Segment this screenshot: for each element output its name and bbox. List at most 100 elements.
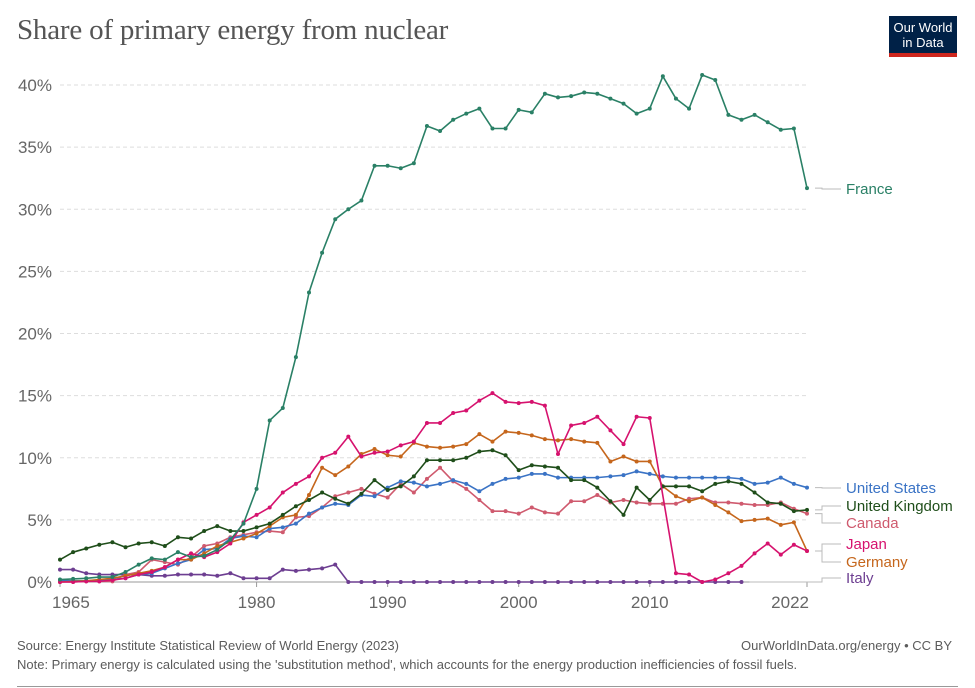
series-italy[interactable] (58, 562, 744, 584)
point-united-kingdom (529, 463, 534, 468)
point-canada (516, 511, 521, 516)
series-label-france[interactable]: France (846, 181, 893, 198)
y-tick-label: 15% (18, 387, 52, 406)
point-italy (58, 567, 62, 572)
point-italy (595, 580, 600, 584)
point-canada (569, 499, 574, 504)
point-italy (162, 573, 167, 578)
series-label-united-kingdom[interactable]: United Kingdom (846, 498, 953, 515)
point-united-kingdom (634, 485, 639, 490)
point-canada (346, 490, 351, 495)
point-united-kingdom (398, 484, 403, 489)
bottom-divider (17, 686, 958, 687)
label-connector (815, 513, 841, 524)
point-united-states (556, 475, 560, 480)
point-germany (778, 522, 783, 527)
point-united-kingdom (647, 497, 652, 502)
y-tick-label: 25% (18, 262, 52, 281)
point-france (765, 120, 770, 125)
point-united-kingdom (385, 488, 390, 493)
point-united-states (254, 535, 259, 540)
point-italy (385, 580, 390, 584)
point-canada (359, 486, 364, 491)
point-italy (503, 580, 508, 584)
point-united-kingdom (516, 468, 521, 473)
point-united-kingdom (477, 449, 482, 454)
series-label-united-states[interactable]: United States (846, 480, 936, 497)
point-united-kingdom (346, 501, 351, 506)
point-united-states (700, 475, 705, 480)
point-united-states (503, 476, 508, 481)
series-france[interactable] (58, 73, 809, 582)
point-italy (346, 580, 351, 584)
x-tick-label: 2000 (500, 593, 538, 612)
point-united-kingdom (293, 504, 298, 509)
point-japan (424, 420, 429, 425)
series-label-italy[interactable]: Italy (846, 570, 874, 587)
point-france (424, 124, 429, 129)
point-united-states (765, 480, 770, 485)
point-france (215, 547, 220, 552)
point-united-kingdom (189, 536, 194, 541)
point-france (438, 128, 443, 133)
series-united-kingdom[interactable] (58, 448, 809, 562)
point-canada (464, 486, 469, 491)
point-united-kingdom (228, 529, 233, 534)
point-germany (254, 531, 259, 536)
point-germany (752, 517, 757, 522)
series-united-states[interactable] (58, 469, 809, 583)
series-label-canada[interactable]: Canada (846, 515, 899, 532)
point-united-kingdom (123, 545, 128, 550)
credit-link[interactable]: OurWorldInData.org/energy • CC BY (741, 638, 952, 653)
point-united-kingdom (542, 464, 547, 469)
point-united-states (726, 475, 731, 480)
logo-line-2: in Data (902, 35, 944, 50)
y-tick-label: 35% (18, 138, 52, 157)
point-japan (621, 442, 626, 447)
point-united-kingdom (791, 509, 796, 514)
line-france (59, 74, 808, 581)
point-united-kingdom (805, 507, 809, 512)
series-label-japan[interactable]: Japan (846, 536, 887, 553)
line-united-states (60, 470, 808, 582)
point-italy (333, 562, 338, 567)
point-germany (215, 543, 220, 548)
point-japan (175, 557, 180, 562)
point-united-kingdom (110, 540, 115, 545)
series-japan[interactable] (58, 391, 809, 584)
point-canada (595, 493, 600, 498)
point-germany (241, 536, 246, 541)
point-japan (110, 578, 115, 583)
point-canada (739, 501, 744, 506)
x-axis: 1965 1980 1990 2000 2010 2022 (52, 581, 809, 612)
point-france (634, 111, 639, 116)
point-france (490, 126, 495, 131)
point-germany (726, 510, 731, 515)
point-france (569, 94, 574, 99)
point-italy (202, 572, 207, 577)
point-france (346, 207, 351, 212)
point-japan (516, 401, 521, 406)
point-france (202, 553, 207, 558)
x-tick-label: 1990 (369, 593, 407, 612)
series-germany[interactable] (58, 429, 809, 584)
point-united-kingdom (595, 485, 600, 490)
series-label-germany[interactable]: Germany (846, 554, 908, 571)
point-france (529, 110, 534, 115)
point-united-states (647, 471, 652, 476)
point-united-kingdom (175, 535, 180, 540)
point-france (84, 576, 89, 581)
point-italy (490, 580, 495, 584)
point-united-states (778, 475, 783, 480)
point-japan (765, 541, 770, 546)
point-united-kingdom (752, 490, 757, 495)
owid-logo[interactable]: Our World in Data (889, 16, 957, 57)
point-italy (647, 580, 652, 584)
point-canada (634, 500, 639, 505)
point-france (752, 112, 757, 117)
point-japan (84, 579, 89, 584)
point-japan (254, 512, 259, 517)
point-united-kingdom (58, 557, 62, 562)
point-japan (451, 411, 456, 416)
